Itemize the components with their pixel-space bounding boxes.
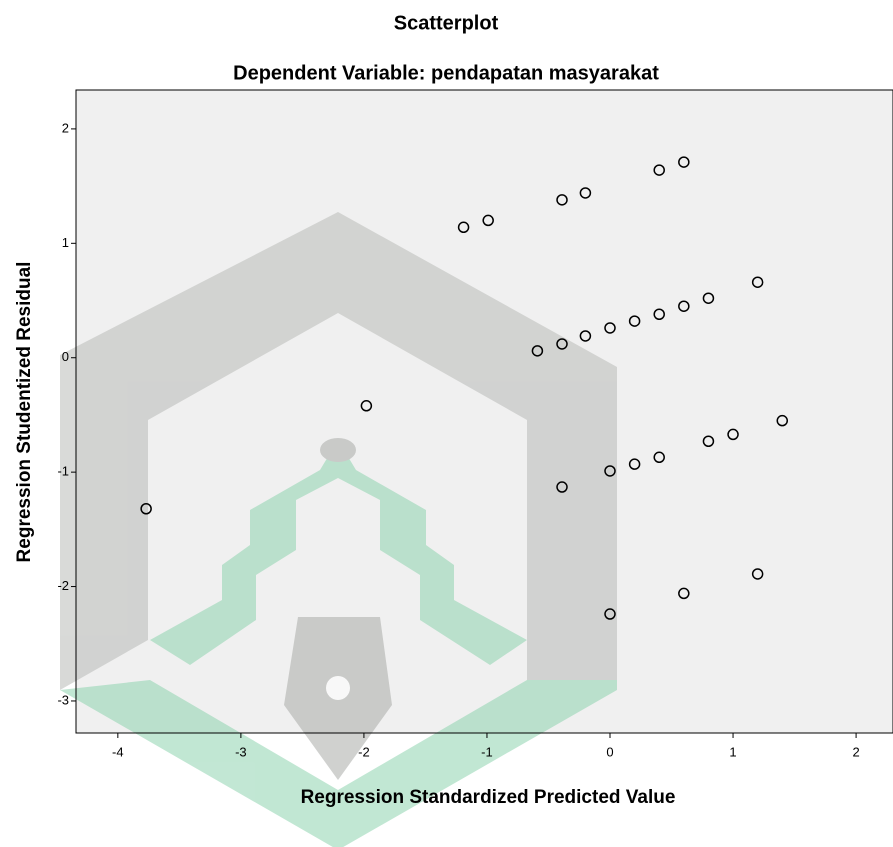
y-tick-label: 2 bbox=[62, 120, 69, 135]
y-axis-label: Regression Studentized Residual bbox=[14, 262, 35, 563]
x-axis-label: Regression Standardized Predicted Value bbox=[301, 787, 676, 808]
watermark-pen-hole bbox=[326, 676, 350, 700]
chart-subtitle: Dependent Variable: pendapatan masyaraka… bbox=[233, 62, 659, 84]
x-tick-label: 1 bbox=[729, 744, 736, 759]
y-tick-label: 0 bbox=[62, 349, 69, 364]
x-tick-label: -2 bbox=[358, 744, 370, 759]
y-tick-label: 1 bbox=[62, 235, 69, 250]
x-tick-label: -4 bbox=[112, 744, 124, 759]
watermark-dome bbox=[320, 438, 356, 462]
x-tick-label: 2 bbox=[852, 744, 859, 759]
x-tick-label: 0 bbox=[606, 744, 613, 759]
y-tick-label: -2 bbox=[57, 578, 69, 593]
y-tick-label: -3 bbox=[57, 692, 69, 707]
x-tick-label: -3 bbox=[235, 744, 247, 759]
chart: Scatterplot Dependent Variable: pendapat… bbox=[0, 0, 893, 847]
x-tick-label: -1 bbox=[481, 744, 493, 759]
y-tick-label: -1 bbox=[57, 464, 69, 479]
chart-title: Scatterplot bbox=[394, 12, 499, 34]
